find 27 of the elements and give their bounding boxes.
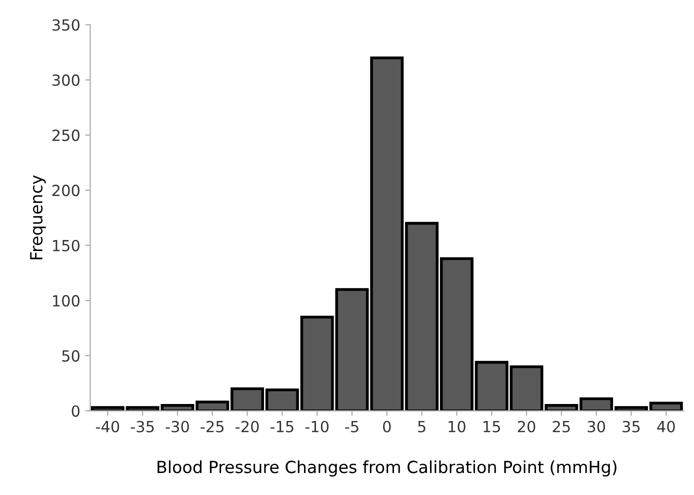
x-tick-label: 20 [518, 420, 536, 432]
x-tick-label: 30 [588, 420, 606, 432]
x-tick-label: -35 [130, 420, 154, 432]
y-tick-label: 150 [53, 240, 80, 252]
x-tick-label: 10 [448, 420, 466, 432]
x-tick-label: 25 [552, 420, 570, 432]
x-tick-label: 5 [418, 421, 426, 432]
x-tick-label: -15 [270, 421, 294, 432]
y-tick-label: 350 [52, 19, 80, 31]
x-tick-label: -30 [166, 420, 189, 432]
x-tick-label: -10 [305, 420, 329, 432]
y-axis-title: Frequency [30, 175, 46, 260]
y-tick-label: 0 [72, 405, 80, 417]
y-tick-label: 50 [62, 350, 80, 362]
x-tick-label: 15 [484, 421, 500, 432]
y-tick-label: 300 [52, 74, 80, 86]
x-tick-label: 0 [383, 420, 391, 432]
y-tick-label: 100 [53, 295, 80, 307]
x-tick-label: -40 [96, 420, 120, 432]
x-tick-label: -20 [236, 420, 259, 432]
x-tick-label: 35 [622, 420, 640, 432]
x-axis-title: Blood Pressure Changes from Calibration Point (mmHg) [158, 460, 616, 476]
y-tick-label: 250 [52, 130, 80, 142]
x-tick-label: -5 [345, 421, 358, 432]
y-tick-label: 200 [52, 184, 80, 196]
x-tick-label: -25 [200, 420, 224, 432]
x-tick-label: 40 [657, 420, 675, 432]
